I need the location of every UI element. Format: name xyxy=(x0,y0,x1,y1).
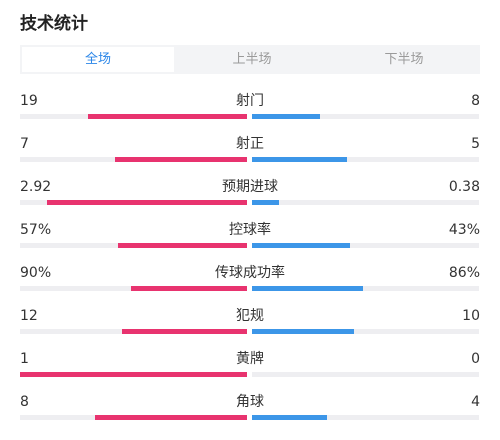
home-bar-track xyxy=(20,200,247,205)
away-value: 0 xyxy=(471,351,480,367)
home-bar xyxy=(131,286,247,291)
home-bar xyxy=(122,329,247,334)
home-bar-track xyxy=(20,114,247,119)
stat-row: 2.92 预期进球 0.38 xyxy=(0,179,500,223)
home-bar-track xyxy=(20,286,247,291)
stat-row: 57% 控球率 43% xyxy=(0,222,500,266)
stat-label: 传球成功率 xyxy=(215,265,285,281)
tab-full-match[interactable]: 全场 xyxy=(22,47,174,72)
page-title: 技术统计 xyxy=(20,14,88,34)
away-value: 5 xyxy=(471,136,480,152)
home-bar xyxy=(115,157,247,162)
home-value: 19 xyxy=(20,93,38,109)
stat-row: 8 角球 4 xyxy=(0,394,500,438)
away-bar-track xyxy=(252,157,479,162)
home-bar-track xyxy=(20,329,247,334)
away-value: 0.38 xyxy=(448,179,480,195)
away-bar xyxy=(252,114,321,119)
home-bar-track xyxy=(20,372,247,377)
home-value: 57% xyxy=(20,222,52,238)
home-bar xyxy=(117,243,247,248)
home-bar xyxy=(88,114,247,119)
away-bar xyxy=(252,157,348,162)
stat-row: 19 射门 8 xyxy=(0,93,500,137)
stat-label: 射正 xyxy=(236,136,264,152)
stat-label: 射门 xyxy=(236,93,264,109)
away-bar-track xyxy=(252,200,479,205)
away-bar xyxy=(252,286,364,291)
away-value: 10 xyxy=(462,308,480,324)
home-value: 1 xyxy=(20,351,29,367)
tab-first-half[interactable]: 上半场 xyxy=(232,52,272,67)
stat-label: 犯规 xyxy=(236,308,264,324)
home-bar xyxy=(20,372,247,377)
stat-label: 角球 xyxy=(236,394,264,410)
away-bar-track xyxy=(252,286,479,291)
home-value: 12 xyxy=(20,308,38,324)
away-bar xyxy=(252,243,350,248)
home-value: 2.92 xyxy=(20,179,52,195)
home-bar-track xyxy=(20,157,247,162)
away-value: 8 xyxy=(471,93,480,109)
home-value: 90% xyxy=(20,265,52,281)
away-value: 4 xyxy=(471,394,480,410)
away-bar-track xyxy=(252,372,479,377)
stat-label: 预期进球 xyxy=(222,179,278,195)
home-bar xyxy=(94,415,247,420)
away-bar xyxy=(252,200,280,205)
period-tabs: 全场 上半场 下半场 xyxy=(20,45,480,74)
away-bar-track xyxy=(252,329,479,334)
away-bar-track xyxy=(252,114,479,119)
home-value: 8 xyxy=(20,394,29,410)
home-bar-track xyxy=(20,243,247,248)
stat-label: 控球率 xyxy=(229,222,271,238)
stat-row: 12 犯规 10 xyxy=(0,308,500,352)
away-value: 86% xyxy=(448,265,480,281)
away-value: 43% xyxy=(448,222,480,238)
stat-label: 黄牌 xyxy=(236,351,264,367)
stat-row: 1 黄牌 0 xyxy=(0,351,500,395)
home-bar xyxy=(47,200,247,205)
away-bar xyxy=(252,415,327,420)
away-bar xyxy=(252,329,355,334)
stat-row: 90% 传球成功率 86% xyxy=(0,265,500,309)
stat-row: 7 射正 5 xyxy=(0,136,500,180)
home-value: 7 xyxy=(20,136,29,152)
away-bar-track xyxy=(252,243,479,248)
tab-second-half[interactable]: 下半场 xyxy=(384,52,424,67)
away-bar-track xyxy=(252,415,479,420)
home-bar-track xyxy=(20,415,247,420)
